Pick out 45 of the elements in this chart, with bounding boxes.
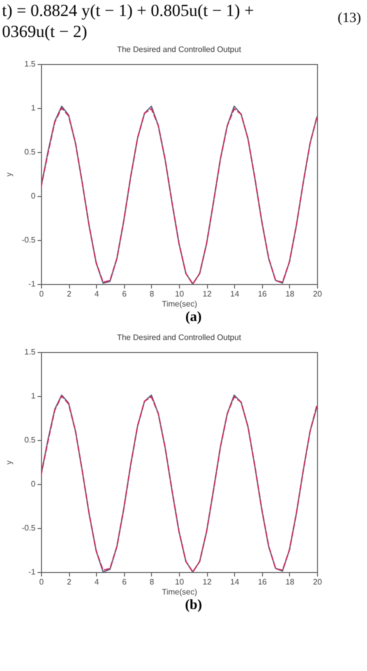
text: t) = 0.8824 y(t − 1) + 0.805u(t − 1) + xyxy=(2,1,254,20)
y-axis-title: y xyxy=(4,460,14,464)
text: (b) xyxy=(184,598,204,614)
y-tick-label: 1 xyxy=(31,104,36,112)
x-tick-label: 18 xyxy=(285,290,295,298)
chart-title: The Desired and Controlled Output xyxy=(116,333,242,342)
text: (13) xyxy=(338,10,361,28)
x-tick-label: 20 xyxy=(313,290,322,298)
y-axis-title: y xyxy=(4,172,14,176)
text: 0369u(t − 2) xyxy=(2,22,88,41)
x-tick-label: 2 xyxy=(66,578,72,586)
x-axis-title: Time(sec) xyxy=(162,300,198,308)
x-tick-label: 18 xyxy=(285,578,295,586)
x-tick-label: 10 xyxy=(175,290,184,298)
y-tick-label: -1 xyxy=(28,568,36,576)
y-tick-label: 0.5 xyxy=(24,148,36,156)
y-tick-label: 0 xyxy=(31,192,36,200)
y-tick-label: 0.5 xyxy=(24,436,36,444)
x-tick-label: 8 xyxy=(150,290,155,298)
x-tick-label: 0 xyxy=(39,290,44,298)
x-tick-label: 16 xyxy=(258,290,268,298)
x-tick-label: 4 xyxy=(94,290,100,298)
text: (a) xyxy=(184,310,203,326)
x-tick-label: 12 xyxy=(202,290,212,298)
x-tick-label: 4 xyxy=(94,578,100,586)
x-tick-label: 6 xyxy=(122,578,128,586)
x-tick-label: 16 xyxy=(258,578,268,586)
x-tick-label: 6 xyxy=(122,290,128,298)
y-tick-label: -0.5 xyxy=(22,524,36,532)
y-tick-label: -0.5 xyxy=(22,236,36,244)
chart-title: The Desired and Controlled Output xyxy=(116,45,242,54)
y-tick-label: 0 xyxy=(31,480,36,488)
x-tick-label: 12 xyxy=(202,578,212,586)
x-tick-label: 20 xyxy=(313,578,322,586)
x-tick-label: 2 xyxy=(66,290,72,298)
x-tick-label: 0 xyxy=(39,578,44,586)
x-tick-label: 14 xyxy=(230,290,240,298)
y-tick-label: 1 xyxy=(31,392,36,400)
x-axis-title: Time(sec) xyxy=(162,588,198,596)
x-tick-label: 8 xyxy=(150,578,155,586)
x-tick-label: 10 xyxy=(175,578,184,586)
y-tick-label: -1 xyxy=(28,280,36,288)
x-tick-label: 14 xyxy=(230,578,240,586)
y-tick-label: 1.5 xyxy=(24,60,36,68)
y-tick-label: 1.5 xyxy=(24,348,36,356)
